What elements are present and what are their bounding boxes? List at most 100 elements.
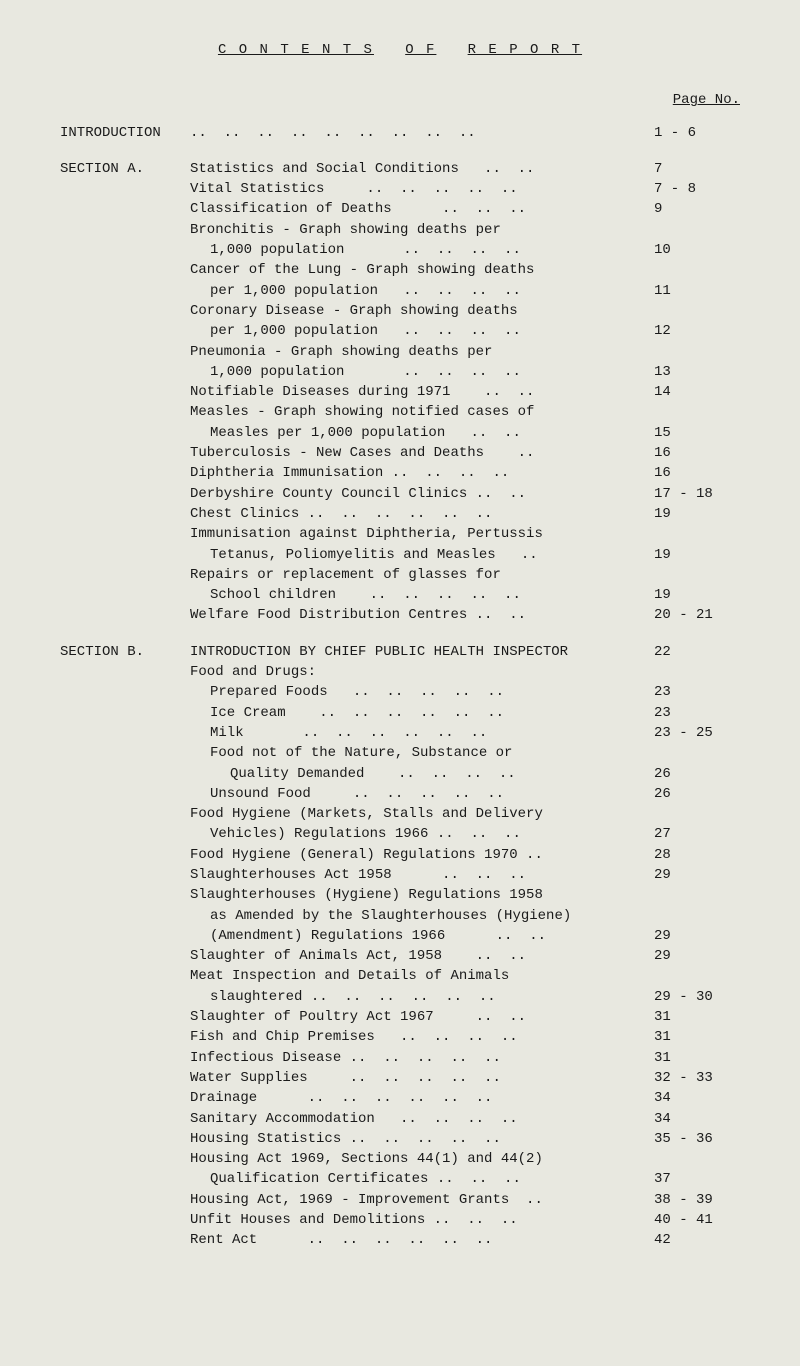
- toc-entry: as Amended by the Slaughterhouses (Hygie…: [190, 906, 740, 926]
- entry-description: 1,000 population .. .. .. ..: [190, 362, 634, 382]
- entry-page: 35 - 36: [634, 1129, 740, 1149]
- toc-entry: Tuberculosis - New Cases and Deaths ..16: [190, 443, 740, 463]
- title-part-1: C O N T E N T S: [218, 42, 374, 58]
- toc-entry: Bronchitis - Graph showing deaths per: [190, 220, 740, 240]
- entry-description: Vital Statistics .. .. .. .. ..: [190, 179, 634, 199]
- section-label: INTRODUCTION: [60, 123, 190, 143]
- entry-description: Measles - Graph showing notified cases o…: [190, 402, 634, 422]
- entry-page: 31: [634, 1048, 740, 1068]
- entry-page: 38 - 39: [634, 1190, 740, 1210]
- entry-page: 23 - 25: [634, 723, 740, 743]
- sections-container: INTRODUCTION.. .. .. .. .. .. .. .. ..1 …: [60, 123, 740, 1251]
- entry-description: 1,000 population .. .. .. ..: [190, 240, 634, 260]
- toc-entry: INTRODUCTION BY CHIEF PUBLIC HEALTH INSP…: [190, 642, 740, 662]
- entry-description: Prepared Foods .. .. .. .. ..: [190, 682, 634, 702]
- toc-section: SECTION A.Statistics and Social Conditio…: [60, 159, 740, 626]
- entry-page: [634, 342, 740, 362]
- entry-page: 16: [634, 443, 740, 463]
- toc-entry: Food Hygiene (General) Regulations 1970 …: [190, 845, 740, 865]
- toc-entry: Diphtheria Immunisation .. .. .. ..16: [190, 463, 740, 483]
- entry-description: Coronary Disease - Graph showing deaths: [190, 301, 634, 321]
- entry-description: Housing Statistics .. .. .. .. ..: [190, 1129, 634, 1149]
- entry-page: 11: [634, 281, 740, 301]
- entry-page: [634, 524, 740, 544]
- entry-page: 29: [634, 926, 740, 946]
- entry-description: Food and Drugs:: [190, 662, 634, 682]
- entry-description: Notifiable Diseases during 1971 .. ..: [190, 382, 634, 402]
- toc-entry: Ice Cream .. .. .. .. .. ..23: [190, 703, 740, 723]
- entry-description: Tetanus, Poliomyelitis and Measles ..: [190, 545, 634, 565]
- entry-description: Food not of the Nature, Substance or: [190, 743, 634, 763]
- entry-page: 26: [634, 784, 740, 804]
- entry-page: 29: [634, 946, 740, 966]
- entry-description: Tuberculosis - New Cases and Deaths ..: [190, 443, 634, 463]
- entry-page: 1 - 6: [634, 123, 740, 143]
- toc-entry: 1,000 population .. .. .. ..10: [190, 240, 740, 260]
- entry-description: Derbyshire County Council Clinics .. ..: [190, 484, 634, 504]
- entry-page: 22: [634, 642, 740, 662]
- page-number-heading: Page No.: [60, 90, 740, 110]
- entry-description: slaughtered .. .. .. .. .. ..: [190, 987, 634, 1007]
- toc-entry: Quality Demanded .. .. .. ..26: [190, 764, 740, 784]
- entry-page: 13: [634, 362, 740, 382]
- entry-description: Rent Act .. .. .. .. .. ..: [190, 1230, 634, 1250]
- title-part-2: O F: [405, 42, 436, 58]
- toc-entry: Unsound Food .. .. .. .. ..26: [190, 784, 740, 804]
- toc-entry: Immunisation against Diphtheria, Pertuss…: [190, 524, 740, 544]
- entry-page: [634, 565, 740, 585]
- toc-entry: School children .. .. .. .. ..19: [190, 585, 740, 605]
- entry-page: 19: [634, 585, 740, 605]
- entry-page: 16: [634, 463, 740, 483]
- toc-entry: Chest Clinics .. .. .. .. .. ..19: [190, 504, 740, 524]
- entry-description: Housing Act, 1969 - Improvement Grants .…: [190, 1190, 634, 1210]
- entry-page: 19: [634, 545, 740, 565]
- entry-page: 34: [634, 1109, 740, 1129]
- toc-section: SECTION B.INTRODUCTION BY CHIEF PUBLIC H…: [60, 642, 740, 1251]
- entry-description: per 1,000 population .. .. .. ..: [190, 281, 634, 301]
- toc-entry: Housing Act, 1969 - Improvement Grants .…: [190, 1190, 740, 1210]
- entry-page: 27: [634, 824, 740, 844]
- entry-page: 20 - 21: [634, 605, 740, 625]
- entry-page: [634, 402, 740, 422]
- entry-page: 15: [634, 423, 740, 443]
- toc-entry: (Amendment) Regulations 1966 .. ..29: [190, 926, 740, 946]
- entry-page: [634, 743, 740, 763]
- entry-page: 34: [634, 1088, 740, 1108]
- section-entries: .. .. .. .. .. .. .. .. ..1 - 6: [190, 123, 740, 143]
- entry-description: Statistics and Social Conditions .. ..: [190, 159, 634, 179]
- entry-page: [634, 301, 740, 321]
- entry-description: per 1,000 population .. .. .. ..: [190, 321, 634, 341]
- entry-page: 31: [634, 1007, 740, 1027]
- toc-entry: Welfare Food Distribution Centres .. ..2…: [190, 605, 740, 625]
- toc-entry: Coronary Disease - Graph showing deaths: [190, 301, 740, 321]
- toc-entry: Vehicles) Regulations 1966 .. .. ..27: [190, 824, 740, 844]
- toc-entry: Derbyshire County Council Clinics .. ..1…: [190, 484, 740, 504]
- entry-page: 23: [634, 682, 740, 702]
- entry-description: Fish and Chip Premises .. .. .. ..: [190, 1027, 634, 1047]
- toc-entry: Repairs or replacement of glasses for: [190, 565, 740, 585]
- entry-description: Measles per 1,000 population .. ..: [190, 423, 634, 443]
- entry-description: Diphtheria Immunisation .. .. .. ..: [190, 463, 634, 483]
- toc-entry: Unfit Houses and Demolitions .. .. ..40 …: [190, 1210, 740, 1230]
- entry-page: 12: [634, 321, 740, 341]
- entry-description: Cancer of the Lung - Graph showing death…: [190, 260, 634, 280]
- entry-page: 7 - 8: [634, 179, 740, 199]
- entry-page: 29: [634, 865, 740, 885]
- toc-entry: Infectious Disease .. .. .. .. ..31: [190, 1048, 740, 1068]
- section-label: SECTION A.: [60, 159, 190, 179]
- entry-page: 10: [634, 240, 740, 260]
- entry-page: 23: [634, 703, 740, 723]
- entry-description: Ice Cream .. .. .. .. .. ..: [190, 703, 634, 723]
- toc-entry: 1,000 population .. .. .. ..13: [190, 362, 740, 382]
- toc-entry: Measles - Graph showing notified cases o…: [190, 402, 740, 422]
- entry-description: Quality Demanded .. .. .. ..: [190, 764, 634, 784]
- entry-description: (Amendment) Regulations 1966 .. ..: [190, 926, 634, 946]
- entry-description: Immunisation against Diphtheria, Pertuss…: [190, 524, 634, 544]
- toc-entry: Drainage .. .. .. .. .. ..34: [190, 1088, 740, 1108]
- toc-entry: slaughtered .. .. .. .. .. ..29 - 30: [190, 987, 740, 1007]
- toc-entry: per 1,000 population .. .. .. ..12: [190, 321, 740, 341]
- toc-entry: Qualification Certificates .. .. ..37: [190, 1169, 740, 1189]
- toc-entry: Prepared Foods .. .. .. .. ..23: [190, 682, 740, 702]
- toc-entry: Rent Act .. .. .. .. .. ..42: [190, 1230, 740, 1250]
- entry-page: 37: [634, 1169, 740, 1189]
